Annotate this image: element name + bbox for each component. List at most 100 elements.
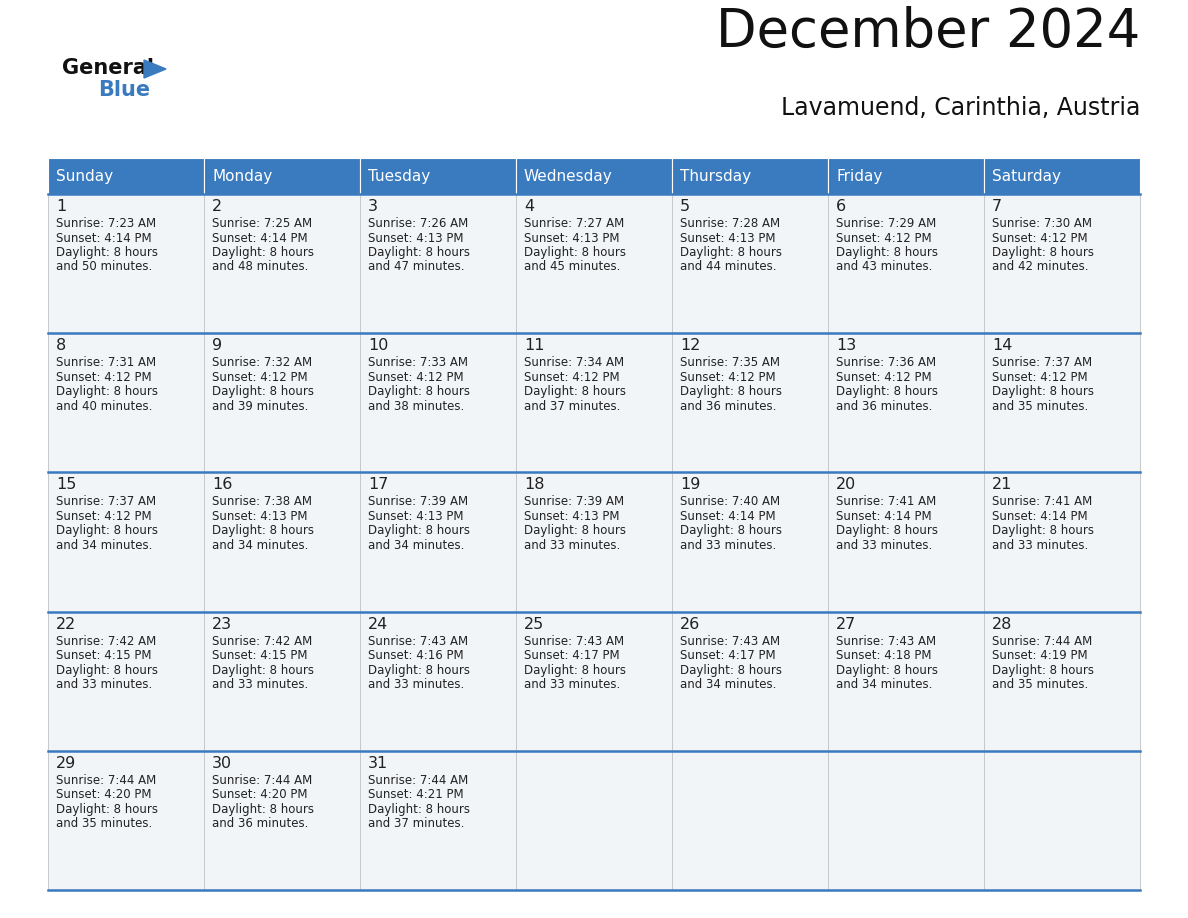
Text: and 37 minutes.: and 37 minutes. <box>368 817 465 830</box>
Text: and 34 minutes.: and 34 minutes. <box>56 539 152 552</box>
Bar <box>516 611 672 751</box>
Text: Daylight: 8 hours: Daylight: 8 hours <box>680 524 782 537</box>
Text: Sunset: 4:14 PM: Sunset: 4:14 PM <box>211 231 308 244</box>
Text: Sunset: 4:12 PM: Sunset: 4:12 PM <box>992 371 1088 384</box>
Text: Daylight: 8 hours: Daylight: 8 hours <box>524 664 626 677</box>
Text: Daylight: 8 hours: Daylight: 8 hours <box>524 524 626 537</box>
Text: Sunset: 4:19 PM: Sunset: 4:19 PM <box>992 649 1088 662</box>
Bar <box>204 194 360 333</box>
Text: 20: 20 <box>836 477 857 492</box>
Text: Sunset: 4:12 PM: Sunset: 4:12 PM <box>56 509 152 523</box>
Text: Daylight: 8 hours: Daylight: 8 hours <box>836 386 939 398</box>
Bar <box>984 751 1140 890</box>
Polygon shape <box>144 60 166 78</box>
Text: Sunset: 4:12 PM: Sunset: 4:12 PM <box>524 371 620 384</box>
Text: Sunset: 4:13 PM: Sunset: 4:13 PM <box>524 509 619 523</box>
Bar <box>828 194 984 333</box>
Text: and 33 minutes.: and 33 minutes. <box>680 539 776 552</box>
Text: Sunset: 4:12 PM: Sunset: 4:12 PM <box>836 371 931 384</box>
Text: Sunset: 4:12 PM: Sunset: 4:12 PM <box>680 371 776 384</box>
Text: 4: 4 <box>524 199 535 214</box>
Text: December 2024: December 2024 <box>715 6 1140 58</box>
Text: Daylight: 8 hours: Daylight: 8 hours <box>836 246 939 259</box>
Text: Monday: Monday <box>211 169 272 184</box>
Text: Blue: Blue <box>97 80 150 100</box>
Text: Sunrise: 7:27 AM: Sunrise: 7:27 AM <box>524 217 624 230</box>
Text: Daylight: 8 hours: Daylight: 8 hours <box>211 664 314 677</box>
Bar <box>204 473 360 611</box>
Text: Sunset: 4:20 PM: Sunset: 4:20 PM <box>211 789 308 801</box>
Text: and 39 minutes.: and 39 minutes. <box>211 399 309 413</box>
Text: 28: 28 <box>992 617 1012 632</box>
Text: Wednesday: Wednesday <box>524 169 613 184</box>
Bar <box>828 158 984 194</box>
Text: and 36 minutes.: and 36 minutes. <box>211 817 309 830</box>
Text: Sunrise: 7:41 AM: Sunrise: 7:41 AM <box>836 496 936 509</box>
Text: 2: 2 <box>211 199 222 214</box>
Bar <box>48 333 204 473</box>
Text: Daylight: 8 hours: Daylight: 8 hours <box>680 664 782 677</box>
Text: Sunrise: 7:43 AM: Sunrise: 7:43 AM <box>368 634 468 647</box>
Text: 11: 11 <box>524 338 544 353</box>
Text: 30: 30 <box>211 756 232 771</box>
Text: 9: 9 <box>211 338 222 353</box>
Text: Daylight: 8 hours: Daylight: 8 hours <box>368 803 470 816</box>
Bar <box>204 611 360 751</box>
Text: Sunset: 4:13 PM: Sunset: 4:13 PM <box>368 231 463 244</box>
Text: Daylight: 8 hours: Daylight: 8 hours <box>56 524 158 537</box>
Text: 14: 14 <box>992 338 1012 353</box>
Bar <box>48 751 204 890</box>
Text: and 34 minutes.: and 34 minutes. <box>836 678 933 691</box>
Text: Sunrise: 7:42 AM: Sunrise: 7:42 AM <box>56 634 157 647</box>
Text: and 50 minutes.: and 50 minutes. <box>56 261 152 274</box>
Text: Sunrise: 7:39 AM: Sunrise: 7:39 AM <box>368 496 468 509</box>
Text: Daylight: 8 hours: Daylight: 8 hours <box>56 246 158 259</box>
Bar <box>828 611 984 751</box>
Text: and 33 minutes.: and 33 minutes. <box>211 678 308 691</box>
Text: Sunrise: 7:30 AM: Sunrise: 7:30 AM <box>992 217 1092 230</box>
Text: Daylight: 8 hours: Daylight: 8 hours <box>992 524 1094 537</box>
Text: and 33 minutes.: and 33 minutes. <box>524 539 620 552</box>
Text: 21: 21 <box>992 477 1012 492</box>
Text: and 36 minutes.: and 36 minutes. <box>680 399 777 413</box>
Bar <box>672 611 828 751</box>
Bar <box>360 751 516 890</box>
Bar <box>672 158 828 194</box>
Text: Daylight: 8 hours: Daylight: 8 hours <box>368 524 470 537</box>
Bar <box>984 611 1140 751</box>
Text: Daylight: 8 hours: Daylight: 8 hours <box>524 386 626 398</box>
Text: and 35 minutes.: and 35 minutes. <box>56 817 152 830</box>
Text: Sunrise: 7:40 AM: Sunrise: 7:40 AM <box>680 496 781 509</box>
Text: Sunset: 4:15 PM: Sunset: 4:15 PM <box>211 649 308 662</box>
Text: Sunrise: 7:33 AM: Sunrise: 7:33 AM <box>368 356 468 369</box>
Text: 23: 23 <box>211 617 232 632</box>
Text: Sunset: 4:13 PM: Sunset: 4:13 PM <box>680 231 776 244</box>
Text: Daylight: 8 hours: Daylight: 8 hours <box>992 386 1094 398</box>
Text: Sunrise: 7:31 AM: Sunrise: 7:31 AM <box>56 356 156 369</box>
Text: Sunset: 4:14 PM: Sunset: 4:14 PM <box>992 509 1088 523</box>
Text: Sunset: 4:14 PM: Sunset: 4:14 PM <box>836 509 931 523</box>
Text: 12: 12 <box>680 338 701 353</box>
Text: and 36 minutes.: and 36 minutes. <box>836 399 933 413</box>
Text: and 44 minutes.: and 44 minutes. <box>680 261 777 274</box>
Text: Sunset: 4:17 PM: Sunset: 4:17 PM <box>524 649 620 662</box>
Text: Saturday: Saturday <box>992 169 1061 184</box>
Text: Daylight: 8 hours: Daylight: 8 hours <box>368 664 470 677</box>
Text: 17: 17 <box>368 477 388 492</box>
Text: Sunset: 4:17 PM: Sunset: 4:17 PM <box>680 649 776 662</box>
Text: and 34 minutes.: and 34 minutes. <box>211 539 309 552</box>
Text: Sunset: 4:21 PM: Sunset: 4:21 PM <box>368 789 463 801</box>
Text: 16: 16 <box>211 477 233 492</box>
Text: Sunrise: 7:26 AM: Sunrise: 7:26 AM <box>368 217 468 230</box>
Text: 15: 15 <box>56 477 76 492</box>
Text: Sunrise: 7:41 AM: Sunrise: 7:41 AM <box>992 496 1092 509</box>
Text: and 43 minutes.: and 43 minutes. <box>836 261 933 274</box>
Text: Sunrise: 7:32 AM: Sunrise: 7:32 AM <box>211 356 312 369</box>
Text: Daylight: 8 hours: Daylight: 8 hours <box>836 664 939 677</box>
Text: 18: 18 <box>524 477 544 492</box>
Text: and 34 minutes.: and 34 minutes. <box>680 678 777 691</box>
Text: Daylight: 8 hours: Daylight: 8 hours <box>211 803 314 816</box>
Text: 22: 22 <box>56 617 76 632</box>
Text: 27: 27 <box>836 617 857 632</box>
Bar <box>360 333 516 473</box>
